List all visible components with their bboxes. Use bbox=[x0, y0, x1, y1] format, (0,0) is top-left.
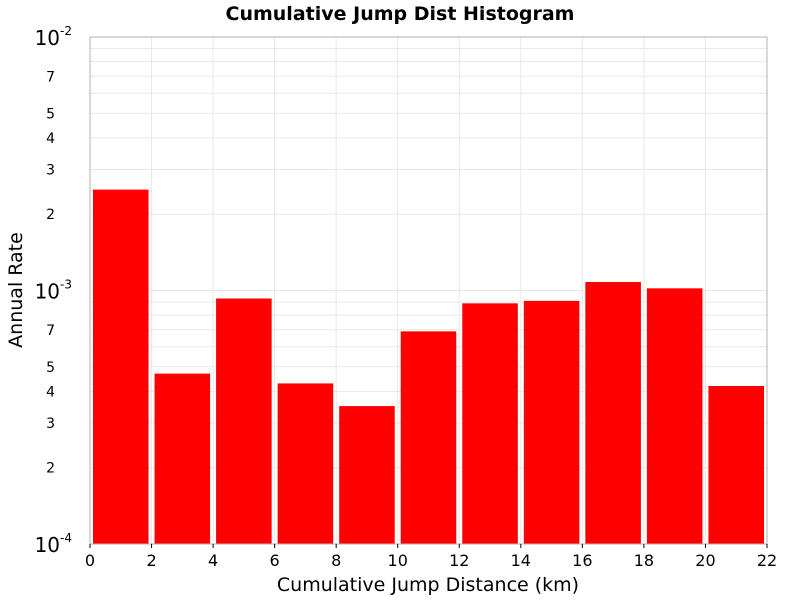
y-minor-tick-label: 5 bbox=[46, 106, 55, 122]
x-axis-label: Cumulative Jump Distance (km) bbox=[277, 574, 579, 596]
histogram-bar bbox=[277, 383, 334, 544]
histogram-bar bbox=[339, 406, 395, 544]
histogram-bar bbox=[154, 373, 211, 544]
y-major-tick-label: 10-2 bbox=[35, 24, 72, 50]
y-major-tick-label: 10-3 bbox=[35, 278, 72, 304]
y-minor-tick-label: 2 bbox=[46, 207, 55, 223]
x-tick-label: 18 bbox=[634, 551, 654, 570]
histogram-bar bbox=[523, 300, 580, 544]
plot-frame bbox=[89, 36, 768, 545]
x-tick-label: 12 bbox=[449, 551, 469, 570]
histogram-bar bbox=[708, 386, 764, 544]
y-minor-tick-label: 4 bbox=[46, 384, 55, 400]
x-tick-label: 10 bbox=[388, 551, 408, 570]
y-minor-tick-label: 5 bbox=[46, 360, 55, 376]
bars bbox=[93, 189, 764, 545]
x-axis-ticks: 0 2 4 6 8 10 12 14 16 18 20 22 bbox=[85, 544, 777, 570]
y-minor-tick-label: 7 bbox=[46, 323, 55, 339]
histogram-bar bbox=[216, 298, 272, 544]
x-tick-label: 8 bbox=[331, 551, 341, 570]
y-axis-ticks: 10-2 10-3 10-4 7 5 4 3 2 7 5 4 3 2 bbox=[35, 24, 72, 557]
x-tick-label: 4 bbox=[208, 551, 218, 570]
x-tick-label: 6 bbox=[270, 551, 280, 570]
y-major-tick-label: 10-4 bbox=[35, 531, 72, 557]
x-tick-label: 22 bbox=[757, 551, 777, 570]
y-minor-tick-label: 2 bbox=[46, 461, 55, 477]
x-tick-label: 16 bbox=[572, 551, 592, 570]
histogram-bar bbox=[93, 189, 149, 545]
chart-title: Cumulative Jump Dist Histogram bbox=[226, 3, 575, 25]
histogram-bar bbox=[585, 282, 641, 544]
y-axis-label: Annual Rate bbox=[5, 232, 27, 348]
x-tick-label: 20 bbox=[695, 551, 715, 570]
histogram-bar bbox=[462, 303, 518, 544]
y-minor-tick-label: 3 bbox=[46, 163, 55, 179]
y-minor-tick-label: 4 bbox=[46, 131, 55, 147]
histogram-bar bbox=[646, 288, 703, 544]
y-minor-tick-label: 7 bbox=[46, 69, 55, 85]
histogram-bar bbox=[400, 331, 457, 544]
x-tick-label: 14 bbox=[511, 551, 531, 570]
x-tick-label: 2 bbox=[146, 551, 156, 570]
x-tick-label: 0 bbox=[85, 551, 95, 570]
y-minor-tick-label: 3 bbox=[46, 416, 55, 432]
